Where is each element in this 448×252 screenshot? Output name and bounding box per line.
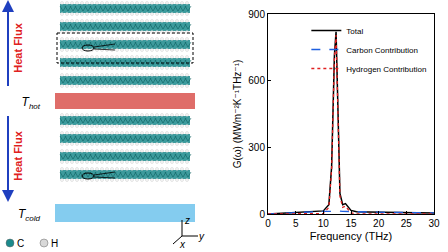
svg-text:Frequency (THz): Frequency (THz)	[310, 230, 393, 242]
svg-text:10: 10	[318, 218, 330, 229]
svg-text:Tcold: Tcold	[18, 207, 41, 223]
svg-text:0: 0	[259, 209, 265, 220]
svg-text:Thot: Thot	[22, 95, 41, 111]
svg-text:Hydrogen Contribution: Hydrogen Contribution	[346, 65, 426, 74]
svg-text:G(ω) (MWm⁻²K⁻¹THz⁻¹): G(ω) (MWm⁻²K⁻¹THz⁻¹)	[232, 60, 243, 169]
svg-text:C: C	[17, 238, 24, 249]
svg-text:5: 5	[293, 218, 299, 229]
svg-text:Total: Total	[346, 27, 363, 36]
svg-text:Carbon Contribution: Carbon Contribution	[346, 46, 418, 55]
svg-text:20: 20	[373, 218, 385, 229]
svg-text:H: H	[51, 238, 58, 249]
svg-text:0: 0	[265, 218, 271, 229]
svg-text:30: 30	[428, 218, 440, 229]
svg-text:300: 300	[248, 142, 265, 153]
svg-text:600: 600	[248, 75, 265, 86]
svg-text:z: z	[184, 215, 190, 226]
svg-text:Heat Flux: Heat Flux	[12, 22, 24, 72]
svg-text:Heat Flux: Heat Flux	[12, 130, 24, 180]
svg-text:15: 15	[345, 218, 357, 229]
svg-text:25: 25	[401, 218, 413, 229]
svg-text:900: 900	[248, 9, 265, 20]
svg-text:x: x	[179, 239, 186, 250]
svg-text:y: y	[198, 231, 205, 242]
